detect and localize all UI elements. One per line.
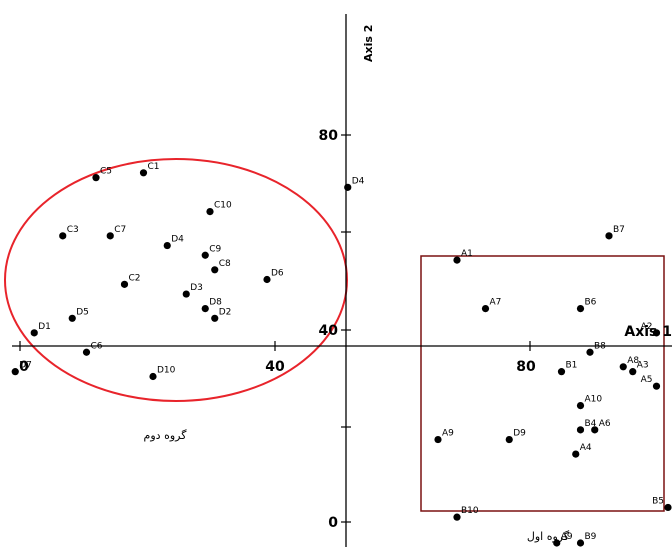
scatter-point-label-37: A9	[561, 532, 573, 542]
group-shapes	[4, 158, 665, 512]
group-two-ellipse	[4, 158, 348, 402]
scatter-point-26	[629, 368, 637, 376]
scatter-point-label-6: C9	[209, 244, 221, 254]
scatter-point-label-29: A10	[585, 395, 603, 405]
scatter-point-label-8: C2	[129, 273, 141, 283]
scatter-point-label-4: C7	[114, 225, 126, 235]
scatter-point-label-21: A7	[490, 298, 502, 308]
scatter-point-33	[591, 426, 599, 434]
scatter-point-20	[605, 232, 613, 240]
y-tick-label-40: 40	[319, 323, 339, 339]
axes: 80 40 0 0 40 80 Axis 1 Axis 2	[12, 14, 672, 547]
scatter-point-1	[92, 174, 100, 182]
scatter-point-label-24: B8	[594, 341, 606, 351]
scatter-point-25	[619, 363, 627, 371]
group-one-label: گروه اول	[527, 530, 570, 543]
scatter-point-label-36: B5	[652, 496, 664, 506]
x-tick-label-80: 80	[516, 359, 536, 375]
scatter-point-label-0: C1	[148, 162, 160, 172]
x-axis-title: Axis 1	[624, 324, 672, 340]
scatter-point-16	[11, 368, 19, 376]
scatter-point-6	[201, 251, 209, 259]
scatter-point-32	[576, 426, 585, 434]
scatter-point-label-7: C8	[219, 259, 231, 269]
scatter-point-label-5: D4	[171, 235, 184, 245]
scatter-point-label-27: B1	[566, 361, 578, 371]
scatter-point-19	[453, 256, 461, 264]
scatter-point-35	[453, 513, 461, 521]
scatter-point-29	[576, 402, 585, 410]
scatter-point-label-1: C5	[100, 167, 112, 177]
scatter-point-label-14: D1	[38, 322, 51, 332]
scatter-point-18	[344, 183, 352, 191]
scatter-point-37	[553, 539, 561, 547]
scatter-point-2	[206, 208, 214, 216]
scatter-point-label-18: D4	[352, 176, 365, 186]
y-tick-label-80: 80	[319, 128, 339, 144]
scatter-point-label-23: A2	[641, 322, 653, 332]
scatter-point-label-3: C3	[67, 225, 79, 235]
scatter-point-label-20: B7	[613, 225, 625, 235]
group-one-rectangle	[420, 255, 665, 512]
scatter-point-label-9: D6	[271, 269, 284, 279]
scatter-point-label-34: A4	[580, 443, 592, 453]
scatter-point-24	[586, 348, 594, 356]
group-two-label: گروه دوم	[144, 429, 188, 442]
scatter-point-15	[82, 348, 91, 356]
x-tick-label-0: 0	[19, 359, 29, 375]
scatter-point-36	[664, 503, 672, 512]
group-labels: گروه دوم گروه اول	[144, 429, 570, 543]
scatter-point-13	[68, 314, 76, 322]
scatter-point-23	[652, 329, 661, 337]
scatter-point-4	[106, 232, 114, 240]
scatter-point-label-12: D2	[219, 307, 232, 317]
scatter-point-8	[120, 280, 129, 288]
scatter-point-34	[572, 450, 580, 458]
scatter-point-label-22: B6	[585, 298, 597, 308]
scatter-point-7	[211, 266, 219, 274]
scatter-point-0	[139, 169, 148, 177]
scatter-point-label-38: B9	[585, 532, 597, 542]
scatter-point-10	[182, 290, 190, 298]
scatter-point-11	[201, 305, 209, 313]
scatter-point-label-11: D8	[209, 298, 222, 308]
scatter-point-5	[163, 241, 171, 250]
scatter-point-label-25: A8	[627, 356, 639, 366]
scatter-point-label-15: C6	[91, 341, 103, 351]
scatter-point-label-32: B4	[585, 419, 597, 429]
scatter-point-label-35: B10	[461, 506, 479, 516]
scatter-point-31	[505, 435, 513, 444]
scatter-point-label-28: A5	[641, 375, 653, 385]
scatter-point-label-17: D10	[157, 366, 176, 376]
scatter-point-label-2: C10	[214, 201, 232, 211]
scatter-point-12	[211, 314, 219, 322]
scatter-point-30	[434, 435, 442, 444]
scatter-point-label-26: A3	[637, 361, 649, 371]
x-tick-label-40: 40	[265, 359, 285, 375]
scatter-point-label-16: D7	[19, 361, 32, 371]
scatter-point-3	[59, 232, 67, 240]
scatter-point-22	[576, 305, 585, 313]
y-axis-title: Axis 2	[362, 25, 375, 62]
scatter-point-label-30: A9	[442, 429, 454, 439]
scatter-point-27	[557, 368, 566, 376]
y-tick-label-0: 0	[328, 515, 338, 531]
scatter-point-21	[481, 305, 490, 313]
scatter-point-28	[652, 382, 661, 390]
scatter-point-label-31: D9	[513, 429, 526, 439]
scatter-point-label-13: D5	[76, 307, 89, 317]
scatter-point-label-19: A1	[461, 249, 473, 259]
scatter-point-9	[263, 275, 271, 284]
scatter-point-17	[149, 372, 157, 381]
scatter-point-38	[576, 539, 585, 547]
scatter-point-label-33: A6	[599, 419, 611, 429]
scatter-point-14	[30, 329, 38, 337]
scatter-point-label-10: D3	[190, 283, 203, 293]
